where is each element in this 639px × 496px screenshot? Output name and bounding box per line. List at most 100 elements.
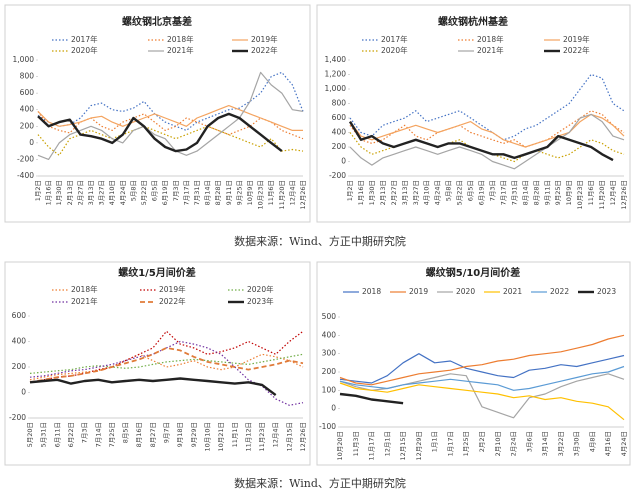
x-tick-label: 7月31日 xyxy=(193,180,201,205)
x-tick-label: 12月26日 xyxy=(299,180,307,210)
x-tick-label: 10月23日 xyxy=(576,180,584,210)
x-tick-label: 1月17日 xyxy=(446,431,454,456)
legend-label: 2020 xyxy=(456,287,475,296)
series-line xyxy=(29,340,304,406)
x-tick-label: 3月13日 xyxy=(87,180,95,205)
legend-label: 2019年 xyxy=(159,284,186,294)
panel-frame xyxy=(4,261,311,466)
series-line xyxy=(29,353,304,381)
panel-frame xyxy=(4,4,311,223)
x-tick-label: 9月29日 xyxy=(190,422,198,447)
x-tick-label: 4月24日 xyxy=(620,431,628,456)
y-tick-label: 200 xyxy=(12,362,27,371)
legend-label: 2017年 xyxy=(71,34,98,44)
x-tick-label: 11月3日 xyxy=(352,431,360,456)
x-tick-label: 9月18日 xyxy=(176,422,184,447)
x-tick-label: 12月4日 xyxy=(288,180,296,205)
series-line xyxy=(339,365,625,391)
x-tick-label: 6月5日 xyxy=(467,180,475,201)
x-tick-label: 8月14日 xyxy=(204,180,212,205)
y-tick-label: 200 xyxy=(332,142,347,151)
y-tick-label: 1,400 xyxy=(325,55,347,64)
x-tick-label: 2月24日 xyxy=(510,431,518,456)
y-tick-label: 0 xyxy=(341,157,346,166)
x-tick-label: 10月9日 xyxy=(246,180,254,205)
source-caption: 数据来源：Wind、方正中期研究院 xyxy=(234,476,406,490)
series-line xyxy=(29,353,304,374)
legend-label: 2021年 xyxy=(71,296,98,306)
y-tick-label: -100 xyxy=(319,422,336,431)
x-tick-label: 2月10日 xyxy=(494,431,502,456)
x-tick-label: 7月17日 xyxy=(182,180,190,205)
legend-label: 2023 xyxy=(597,287,616,296)
x-tick-label: 2月2日 xyxy=(478,431,486,452)
y-tick-label: 1,200 xyxy=(325,70,347,79)
legend-label: 2020年 xyxy=(247,284,274,294)
x-tick-label: 8月27日 xyxy=(149,422,157,447)
y-tick-label: 0 xyxy=(29,138,34,147)
x-tick-label: 1月25日 xyxy=(462,431,470,456)
x-tick-label: 12月15日 xyxy=(285,422,293,452)
x-tick-label: 12月1日 xyxy=(383,431,391,456)
x-tick-label: 9月11日 xyxy=(225,180,233,205)
series-line xyxy=(37,71,304,131)
x-tick-label: 12月4日 xyxy=(272,422,280,447)
series-line xyxy=(339,382,625,421)
x-tick-label: 7月3日 xyxy=(488,180,496,201)
legend-label: 2021年 xyxy=(167,45,194,55)
y-tick-label: 600 xyxy=(20,88,35,97)
x-tick-label: 8月16日 xyxy=(135,422,143,447)
legend-label: 2022年 xyxy=(563,45,590,55)
x-tick-label: 7月14日 xyxy=(94,422,102,447)
x-tick-label: 8月28日 xyxy=(214,180,222,205)
x-tick-label: 6月19日 xyxy=(161,180,169,205)
legend-label: 2018年 xyxy=(71,284,98,294)
panel-frame xyxy=(316,4,631,223)
x-tick-label: 5月8日 xyxy=(129,180,137,201)
legend-label: 2021 xyxy=(503,287,522,296)
series-line xyxy=(349,110,625,148)
chart-title: 螺纹钢北京基差 xyxy=(122,15,192,28)
legend-label: 2018 xyxy=(362,287,381,296)
x-tick-label: 1月2日 xyxy=(34,180,42,201)
legend-label: 2022 xyxy=(550,287,569,296)
legend-label: 2020年 xyxy=(71,45,98,55)
legend-label: 2017年 xyxy=(381,34,408,44)
x-tick-label: 3月14日 xyxy=(541,431,549,456)
x-tick-label: 7月3日 xyxy=(172,180,180,201)
x-tick-label: 11月20日 xyxy=(598,180,606,210)
x-tick-label: 2月13日 xyxy=(66,180,74,205)
x-tick-label: 4月24日 xyxy=(434,180,442,205)
x-tick-label: 1月1日 xyxy=(431,431,439,452)
y-tick-label: 600 xyxy=(332,113,347,122)
x-tick-label: 12月29日 xyxy=(415,431,423,461)
x-tick-label: 4月10日 xyxy=(423,180,431,205)
y-tick-label: -200 xyxy=(9,413,26,422)
y-tick-label: 400 xyxy=(12,337,27,346)
x-tick-label: 6月11日 xyxy=(53,422,61,447)
x-tick-label: 11月20日 xyxy=(278,180,286,210)
x-tick-label: 3月30日 xyxy=(573,431,581,456)
y-tick-label: 600 xyxy=(12,311,27,320)
x-tick-label: 10月23日 xyxy=(257,180,265,210)
y-tick-label: -200 xyxy=(329,171,346,180)
y-tick-label: 1,000 xyxy=(13,55,35,64)
y-tick-label: 200 xyxy=(20,121,35,130)
x-tick-label: 7月17日 xyxy=(499,180,507,205)
x-tick-label: 6月5日 xyxy=(151,180,159,201)
x-tick-label: 3月27日 xyxy=(412,180,420,205)
x-tick-label: 4月16日 xyxy=(604,431,612,456)
x-tick-label: 1月16日 xyxy=(357,180,365,205)
y-tick-label: -200 xyxy=(17,154,34,163)
x-tick-label: 5月31日 xyxy=(40,422,48,447)
series-line xyxy=(29,377,277,397)
chart-title: 螺纹1/5月间价差 xyxy=(118,266,196,279)
legend-label: 2019 xyxy=(409,287,428,296)
x-tick-label: 7月25日 xyxy=(108,422,116,447)
x-tick-label: 5月22日 xyxy=(456,180,464,205)
series-line xyxy=(348,120,614,162)
source-caption: 数据来源：Wind、方正中期研究院 xyxy=(234,234,406,248)
x-tick-label: 12月15日 xyxy=(399,431,407,461)
y-tick-label: 300 xyxy=(322,349,337,358)
series-line xyxy=(339,373,625,419)
